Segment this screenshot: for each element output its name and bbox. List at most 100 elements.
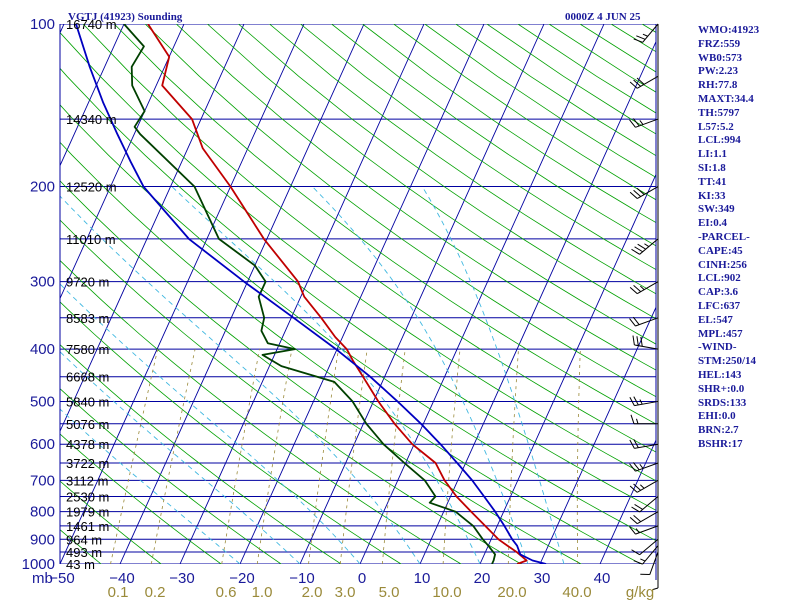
wind-barb-flag [629, 191, 638, 199]
plot-frame [59, 24, 657, 580]
mixing-ratio-label: 0.6 [216, 584, 237, 600]
height-label: 11010 m [66, 232, 116, 247]
pressure-label: 400 [30, 341, 55, 358]
pressure-unit-label: mb [32, 570, 53, 587]
mixing-ratio-label: 5.0 [379, 584, 400, 600]
mixing-ratio-label: 2.0 [302, 584, 323, 600]
wind-barb-flag [640, 336, 643, 347]
wind-barb-flag [636, 336, 639, 346]
wind-barb-staff [642, 23, 659, 43]
wind-barb [629, 525, 659, 535]
isotherm-line [60, 24, 245, 433]
wind-barb [633, 23, 659, 43]
dry-adiabat-line [269, 24, 656, 295]
wind-barb-flag [636, 35, 646, 40]
wind-barb-half-flag [635, 528, 640, 534]
stat-item: SHR+:0.0 [698, 382, 745, 395]
height-label: 12520 m [66, 180, 117, 195]
stat-item: TT:41 [698, 175, 727, 188]
mixing-ratio-line [507, 349, 519, 564]
height-label: 14340 m [66, 112, 117, 127]
isotherm-line [119, 24, 365, 564]
stat-item: BRN:2.7 [698, 424, 739, 437]
dry-adiabat-line [60, 433, 222, 564]
mixing-ratio-line [339, 349, 368, 564]
stat-item: L57:5.2 [698, 120, 734, 133]
dry-adiabat-line [60, 32, 656, 482]
wind-barb-flag [636, 77, 645, 85]
temperature-tick-label: 20 [474, 570, 491, 587]
wind-barb-half-flag [640, 285, 645, 291]
temperature-tick-label: −10 [289, 570, 314, 587]
wind-barb-staff [649, 551, 659, 575]
wind-barb-flag [629, 318, 636, 327]
mixing-ratio-label: 3.0 [335, 584, 356, 600]
isotherm-line [299, 24, 545, 564]
wind-barb-flag [633, 560, 643, 565]
height-label: 6668 m [66, 370, 109, 385]
temperature-tick-label: 0 [358, 570, 366, 587]
dry-adiabat-line [60, 301, 402, 564]
wind-barb [629, 511, 659, 525]
stat-item: STM:250/14 [698, 355, 757, 368]
height-label: 964 m [66, 532, 102, 547]
mixing-ratio-label: 20.0 [497, 584, 526, 600]
mixing-ratio-label: 10.0 [432, 584, 461, 600]
isotherm-line [60, 24, 125, 167]
stat-item: CINH:256 [698, 258, 747, 271]
wind-barb [629, 316, 659, 327]
wind-barb [629, 439, 659, 449]
isotherm-line [599, 438, 656, 564]
stat-item: MPL:457 [698, 327, 743, 340]
moist-adiabat-line [312, 186, 529, 564]
dry-adiabat-line [60, 259, 462, 564]
pressure-label: 1000 [22, 556, 55, 573]
temperature-tick-label: −50 [49, 570, 74, 587]
stat-item: PW:2.23 [698, 65, 739, 78]
wind-barb-half-flag [642, 33, 648, 37]
wind-barb-flag [633, 189, 642, 197]
pressure-label: 700 [30, 472, 55, 489]
wind-barb-flag [631, 549, 640, 556]
wind-barb [629, 75, 659, 89]
dry-adiabat-line [60, 67, 656, 511]
pressure-label: 500 [30, 393, 55, 410]
wind-barb-flag [632, 335, 635, 346]
wind-barb [629, 281, 659, 295]
mixing-ratio-label: 40.0 [562, 584, 591, 600]
mixing-ratio-label: g/kg [626, 584, 654, 600]
dewpoint-trace [123, 24, 496, 564]
dry-adiabat-line [60, 219, 522, 564]
moist-adiabat-line [60, 351, 301, 564]
wind-barb-flag [629, 463, 636, 472]
wind-barb-flag [636, 187, 645, 195]
wind-barb-flag [633, 284, 642, 293]
dry-adiabat-line [60, 480, 162, 564]
wind-barb-flag [631, 248, 640, 255]
isotherm-line [239, 24, 485, 564]
sounding-traces [75, 24, 547, 564]
height-label: 5840 m [66, 394, 109, 409]
stat-item: EL:547 [698, 313, 733, 326]
wind-barb-flag [633, 515, 642, 523]
wind-barb-flag [629, 439, 635, 449]
height-label: 493 m [66, 545, 102, 560]
wind-barb-flag [634, 503, 643, 510]
wind-barb [629, 462, 659, 472]
wind-barb [629, 118, 659, 128]
parcel-trace [75, 24, 547, 564]
temperature-tick-label: −20 [229, 570, 254, 587]
pressure-label: 800 [30, 504, 55, 521]
dry-adiabat-line [207, 24, 656, 345]
pressure-label: 200 [30, 179, 55, 196]
wind-barb [632, 335, 659, 350]
dry-adiabat-line [331, 24, 656, 247]
mixing-ratio-line [110, 349, 159, 564]
pressure-label: 600 [30, 436, 55, 453]
chart-title: VGTJ (41923) Sounding [68, 11, 183, 23]
dry-adiabat-line [60, 344, 342, 564]
stat-item: FRZ:559 [698, 37, 741, 50]
temperature-tick-label: 40 [594, 570, 611, 587]
wind-barb-flag [633, 483, 642, 491]
pressure-label: 300 [30, 274, 55, 291]
